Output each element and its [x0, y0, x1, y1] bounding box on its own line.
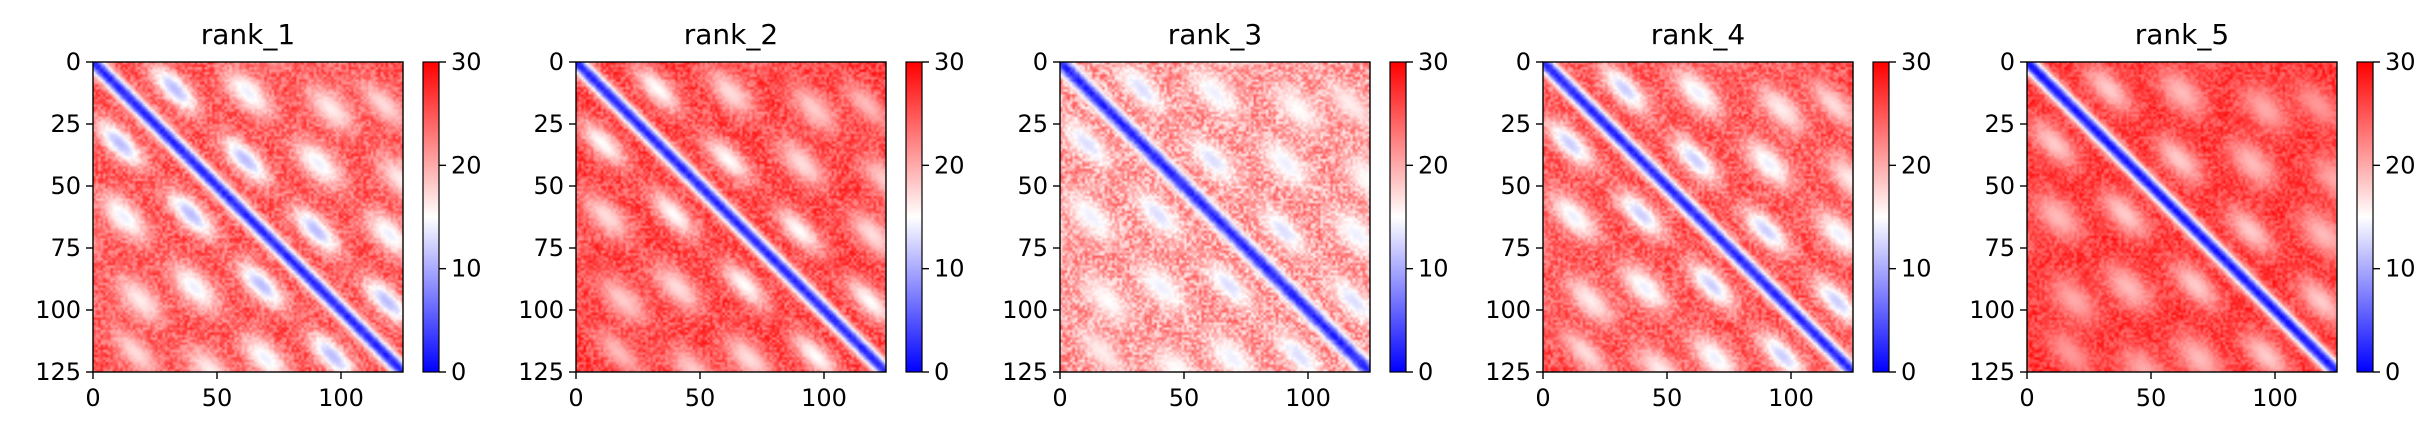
colorbar-2 [905, 61, 923, 373]
y-tick-label-4-1: 0 [1516, 48, 1531, 76]
chart-title-3: rank_3 [1168, 18, 1262, 51]
y-tick-label-3-4: 75 [1017, 234, 1048, 262]
x-tick-label-2-1: 0 [568, 384, 583, 412]
x-tick-label-1-3: 100 [318, 384, 364, 412]
x-tick-label-1-1: 0 [85, 384, 100, 412]
chart-title-4: rank_4 [1651, 18, 1745, 51]
y-tick-label-1-1: 0 [66, 48, 81, 76]
y-tick-label-5-5: 100 [1969, 296, 2015, 324]
x-tick-label-4-1: 0 [1535, 384, 1550, 412]
y-tick-label-2-5: 100 [518, 296, 564, 324]
colorbar-tick-label-1-2: 10 [451, 255, 482, 283]
axes-frame-1 [92, 61, 404, 373]
y-tick-label-4-5: 100 [1485, 296, 1531, 324]
y-tick-label-3-1: 0 [1033, 48, 1048, 76]
y-tick-label-5-2: 25 [1984, 110, 2015, 138]
y-tick-label-1-3: 50 [50, 172, 81, 200]
colorbar-4 [1872, 61, 1890, 373]
chart-title-2: rank_2 [684, 18, 778, 51]
y-tick-label-2-2: 25 [533, 110, 564, 138]
x-tick-label-5-1: 0 [2019, 384, 2034, 412]
axes-frame-4 [1542, 61, 1854, 373]
colorbar-tick-label-1-1: 0 [451, 358, 466, 386]
x-tick-label-4-2: 50 [1652, 384, 1683, 412]
y-tick-label-3-2: 25 [1017, 110, 1048, 138]
colorbar-tick-label-3-3: 20 [1418, 151, 1449, 179]
y-tick-label-3-6: 125 [1002, 358, 1048, 386]
colorbar-tick-label-2-3: 20 [934, 151, 965, 179]
heatmap-image-1 [93, 62, 403, 372]
x-tick-label-4-3: 100 [1768, 384, 1814, 412]
axes-frame-3 [1059, 61, 1371, 373]
axes-frame-5 [2026, 61, 2338, 373]
colorbar-tick-label-3-2: 10 [1418, 255, 1449, 283]
y-tick-label-1-4: 75 [50, 234, 81, 262]
heatmap-image-4 [1543, 62, 1853, 372]
x-tick-label-2-3: 100 [801, 384, 847, 412]
y-tick-label-4-2: 25 [1500, 110, 1531, 138]
y-tick-label-5-6: 125 [1969, 358, 2015, 386]
y-tick-label-2-1: 0 [549, 48, 564, 76]
chart-title-5: rank_5 [2135, 18, 2229, 51]
colorbar-tick-label-4-4: 30 [1901, 48, 1932, 76]
heatmap-image-2 [576, 62, 886, 372]
colorbar-tick-label-4-2: 10 [1901, 255, 1932, 283]
colorbar-tick-label-1-4: 30 [451, 48, 482, 76]
colorbar-tick-label-2-1: 0 [934, 358, 949, 386]
x-tick-label-3-2: 50 [1169, 384, 1200, 412]
x-tick-label-5-3: 100 [2252, 384, 2298, 412]
x-tick-label-3-3: 100 [1285, 384, 1331, 412]
heatmap-image-5 [2027, 62, 2337, 372]
y-tick-label-5-4: 75 [1984, 234, 2015, 262]
colorbar-tick-label-5-2: 10 [2385, 255, 2416, 283]
colorbar-tick-label-2-4: 30 [934, 48, 965, 76]
y-tick-label-2-3: 50 [533, 172, 564, 200]
x-tick-label-3-1: 0 [1052, 384, 1067, 412]
y-tick-label-3-5: 100 [1002, 296, 1048, 324]
chart-title-1: rank_1 [201, 18, 295, 51]
axes-frame-2 [575, 61, 887, 373]
colorbar-tick-label-1-3: 20 [451, 151, 482, 179]
y-tick-label-1-5: 100 [35, 296, 81, 324]
y-tick-label-5-1: 0 [2000, 48, 2015, 76]
colorbar-3 [1389, 61, 1407, 373]
y-tick-label-1-2: 25 [50, 110, 81, 138]
colorbar-tick-label-5-1: 0 [2385, 358, 2400, 386]
colorbar-1 [422, 61, 440, 373]
colorbar-tick-label-5-4: 30 [2385, 48, 2416, 76]
y-tick-label-2-6: 125 [518, 358, 564, 386]
y-tick-label-4-3: 50 [1500, 172, 1531, 200]
y-tick-label-5-3: 50 [1984, 172, 2015, 200]
y-tick-label-2-4: 75 [533, 234, 564, 262]
colorbar-tick-label-3-4: 30 [1418, 48, 1449, 76]
y-tick-label-1-6: 125 [35, 358, 81, 386]
colorbar-tick-label-4-3: 20 [1901, 151, 1932, 179]
y-tick-label-4-6: 125 [1485, 358, 1531, 386]
colorbar-tick-label-2-2: 10 [934, 255, 965, 283]
y-tick-label-4-4: 75 [1500, 234, 1531, 262]
x-tick-label-1-2: 50 [202, 384, 233, 412]
colorbar-tick-label-4-1: 0 [1901, 358, 1916, 386]
y-tick-label-3-3: 50 [1017, 172, 1048, 200]
heatmap-image-3 [1060, 62, 1370, 372]
x-tick-label-2-2: 50 [685, 384, 716, 412]
x-tick-label-5-2: 50 [2136, 384, 2167, 412]
colorbar-tick-label-5-3: 20 [2385, 151, 2416, 179]
colorbar-tick-label-3-1: 0 [1418, 358, 1433, 386]
colorbar-5 [2356, 61, 2374, 373]
